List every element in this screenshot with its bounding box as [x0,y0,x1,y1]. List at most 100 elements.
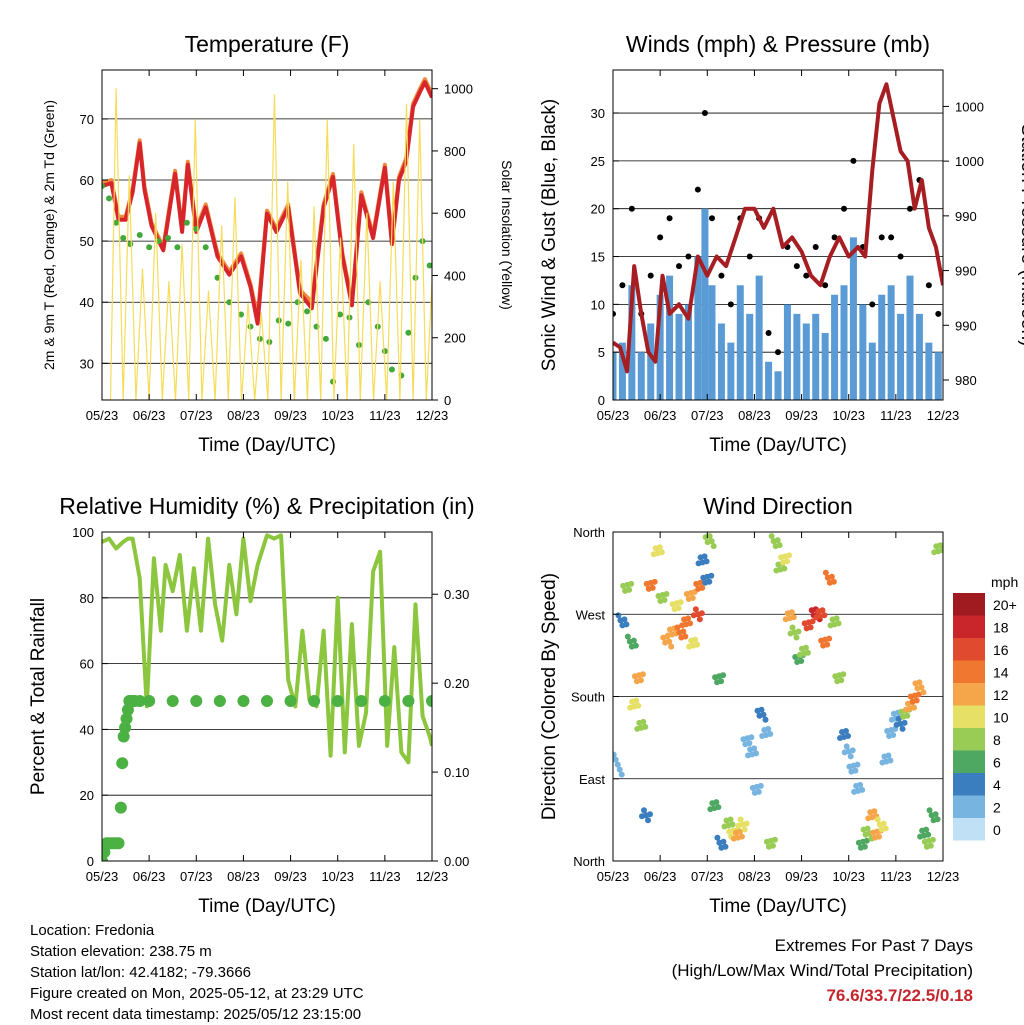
direction-point [722,843,729,850]
y2-tick-label: 990 [955,318,977,333]
station-latlon: Station lat/lon: 42.4182; -79.3666 [30,964,252,981]
plot-area [613,82,943,400]
series-dot-2 [136,232,143,238]
direction-point [809,618,816,625]
y2-tick-label: 990 [955,264,977,279]
colorbar-label: 8 [993,732,1001,748]
series-dot-1 [897,253,904,260]
direction-point [899,725,906,732]
direction-point [926,807,933,814]
axes-frame [612,69,944,401]
colorbar-label: 4 [993,777,1001,793]
direction-point [614,761,621,768]
series-dot-2 [304,308,311,315]
x-tick-label: 10/23 [321,408,354,423]
extremes-heading: Extremes For Past 7 Days [774,936,973,955]
axes-frame [101,531,433,862]
direction-point [830,578,837,585]
colorbar-swatch [953,705,985,728]
x-axis-label: Time (Day/UTC) [198,435,336,456]
direction-point [911,704,917,711]
direction-point [781,565,788,572]
direction-point [838,677,845,684]
colorbar-label: 2 [993,800,1001,816]
direction-point [666,638,673,645]
y-tick-label: 80 [80,591,94,606]
x-tick-label: 08/23 [227,869,260,884]
station-info: Location: Fredonia Station elevation: 23… [30,920,364,1025]
direction-point [632,642,639,649]
x-tick-label: 09/23 [274,869,307,884]
series-dot-1 [925,282,932,289]
x-tick-label: 08/23 [738,869,771,884]
series-dot-1 [619,282,626,289]
y-tick-label: 100 [72,525,94,540]
direction-point [708,538,715,545]
x-axis-label: Time (Day/UTC) [709,896,847,917]
series-line-1 [102,80,432,326]
direction-point [698,610,705,617]
direction-point [680,628,687,635]
series-dot-1 [878,234,885,241]
series-dot-2 [214,274,221,281]
direction-point [854,761,861,768]
y-tick-label: 60 [80,657,94,672]
precip-dot [402,694,415,707]
y2-tick-label: 1000 [955,154,984,169]
y2-tick-label: 990 [955,209,977,224]
latest-timestamp: Most recent data timestamp: 2025/05/12 2… [30,1006,362,1023]
x-tick-label: 07/23 [691,408,724,423]
x-tick-label: 12/23 [927,869,960,884]
direction-point [849,747,856,754]
x-tick-label: 10/23 [321,869,354,884]
direction-point [685,615,692,622]
x-tick-label: 12/23 [416,869,449,884]
direction-point [857,781,864,788]
precip-dot [213,694,226,707]
series-dot-2 [256,335,263,342]
x-tick-label: 11/23 [369,408,401,423]
direction-point [819,607,826,614]
direction-point [769,842,776,849]
direction-point [674,624,681,631]
x-tick-label: 12/23 [416,408,449,423]
direction-point [645,817,651,824]
direction-point [720,672,727,679]
x-tick-label: 11/23 [880,408,912,423]
direction-point [920,689,927,696]
precip-dot [133,694,146,707]
x-tick-label: 06/23 [133,869,166,884]
series-dot-2 [127,241,134,248]
y-tick-label: 50 [80,234,94,249]
x-axis-label: Time (Day/UTC) [709,435,847,456]
x-tick-label: 10/23 [832,869,865,884]
precip-dot [112,837,125,850]
y-tick-label: 20 [80,788,94,803]
direction-point [641,807,647,814]
series-dot-2 [405,329,412,336]
colorbar-label: 0 [993,822,1001,838]
series-dot-2 [388,366,395,373]
y-tick-label: 25 [591,154,605,169]
direction-point [757,782,764,789]
direction-point [784,558,791,565]
direction-point [835,620,842,627]
direction-point [904,712,911,719]
direction-point [630,637,637,644]
y-tick-label: 30 [591,106,605,121]
series-dot-2 [102,183,105,190]
y2-axis-label: Station Pressure (Maroon) [1017,124,1024,347]
colorbar-swatch [953,615,985,638]
chart-title: Winds (mph) & Pressure (mb) [626,31,930,57]
colorbar-label: 12 [993,687,1009,703]
plot-area [613,533,943,851]
direction-point [708,572,715,579]
y2-tick-label: 0.00 [444,854,469,869]
y-tick-label: 10 [591,297,605,312]
series-dot-2 [202,244,209,251]
x-tick-label: 05/23 [86,869,119,884]
series-dot-1 [727,301,734,308]
series-dot-1 [822,282,829,289]
precip-dot [426,694,432,707]
direction-point [692,606,699,613]
